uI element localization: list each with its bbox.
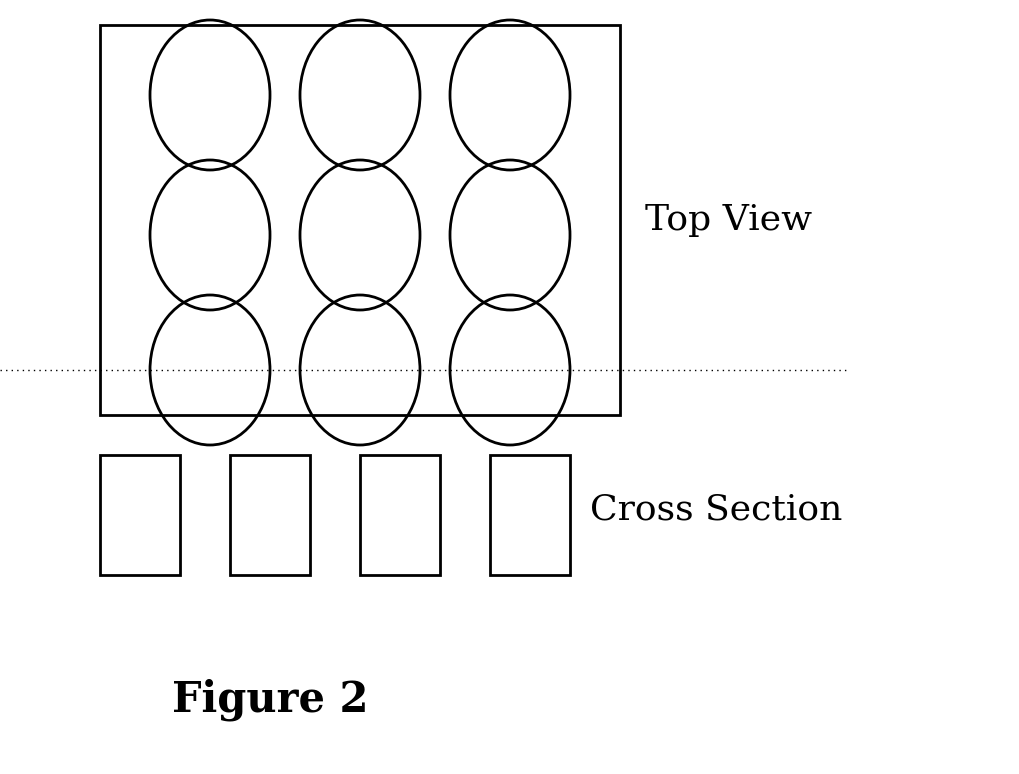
Text: Cross Section: Cross Section bbox=[590, 493, 843, 527]
Bar bbox=[490, 455, 570, 575]
Bar bbox=[100, 455, 180, 575]
Bar bbox=[230, 455, 310, 575]
Bar bbox=[100, 25, 620, 415]
Text: Figure 2: Figure 2 bbox=[172, 679, 368, 721]
Text: Top View: Top View bbox=[645, 203, 812, 237]
Bar bbox=[360, 455, 440, 575]
